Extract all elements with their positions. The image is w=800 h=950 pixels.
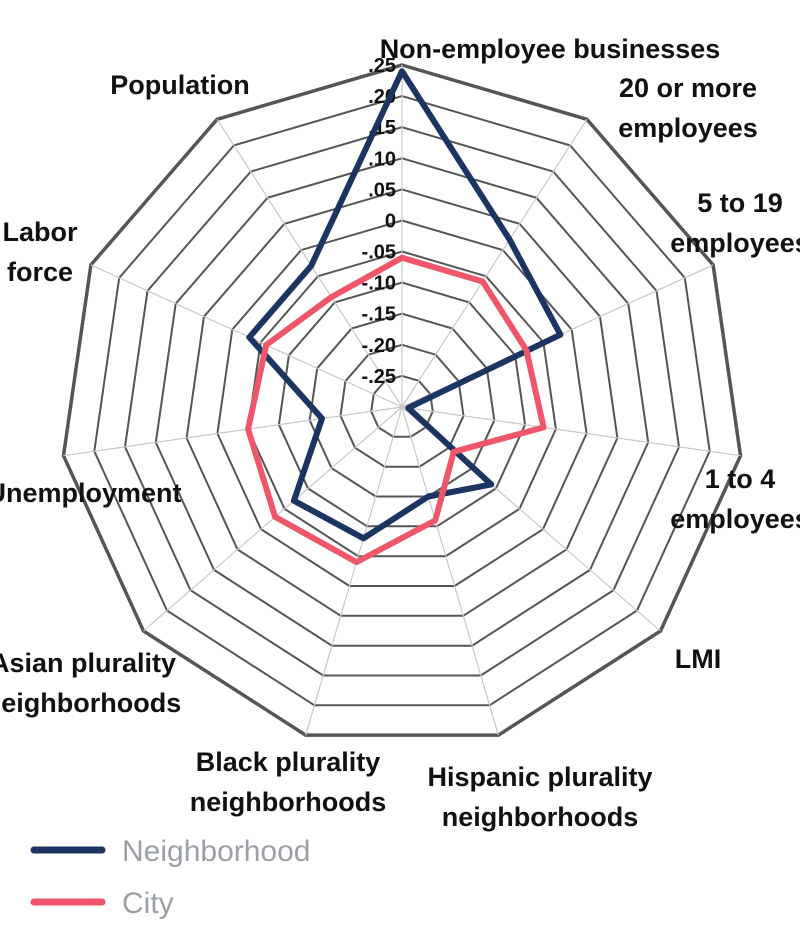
axis-label-asian-plurality-neighborhoods: Asian plurality neighborhoods — [0, 648, 181, 718]
axis-label-line: force — [7, 257, 73, 287]
grid-ring — [216, 219, 588, 587]
tick-label: 0 — [385, 210, 396, 232]
radar-tick-labels: -.25-.20-.15-.10-.050.05.10.15.20.25 — [362, 55, 396, 388]
axis-label-line: Population — [110, 70, 249, 100]
axis-label-1-to-4-employees: 1 to 4 employees — [670, 464, 800, 534]
tick-label: -.25 — [362, 366, 396, 388]
legend-label-neighborhood: Neighborhood — [122, 835, 310, 868]
radar-spokes — [63, 65, 741, 736]
axis-label-line: Black plurality — [196, 747, 381, 777]
grid-ring — [154, 157, 650, 647]
spoke-20-or-more-employees — [401, 118, 588, 408]
axis-label-labor-force: Labor force — [2, 217, 77, 287]
tick-label: .10 — [368, 148, 396, 170]
axis-label-lmi: LMI — [675, 644, 722, 674]
axis-label-line: 1 to 4 — [705, 464, 776, 494]
axis-label-line: 5 to 19 — [697, 188, 783, 218]
radar-axis-labels: Non-employee businesses 20 or more employe… — [0, 34, 800, 832]
tick-label: .25 — [368, 55, 396, 77]
tick-label: -.15 — [362, 304, 396, 326]
axis-label-line: 20 or more — [619, 73, 757, 103]
grid-ring — [339, 343, 465, 468]
grid-ring — [247, 250, 557, 558]
legend-label-city: City — [122, 887, 174, 920]
radar-grid — [61, 63, 743, 737]
axis-label-line: Non-employee businesses — [380, 34, 721, 64]
tick-label: .05 — [368, 179, 396, 201]
series-neighborhood-line — [246, 68, 564, 542]
axis-label-unemployment: Unemployment — [0, 478, 182, 508]
radar-series — [245, 68, 564, 566]
tick-label: -.20 — [362, 335, 396, 357]
legend: Neighborhood City — [30, 835, 310, 920]
tick-label: -.05 — [362, 242, 396, 264]
axis-label-line: employees — [618, 113, 758, 143]
axis-label-line: LMI — [675, 644, 722, 674]
spoke-labor-force — [90, 264, 403, 408]
axis-label-line: Asian plurality — [0, 648, 176, 678]
grid-ring — [61, 63, 743, 737]
spoke-1-to-4-employees — [401, 406, 741, 457]
axis-label-hispanic-plurality-neighborhoods: Hispanic plurality neighborhoods — [427, 762, 652, 832]
spoke-hispanic-plurality-neighborhoods — [401, 406, 499, 736]
grid-ring — [93, 95, 711, 707]
axis-label-line: employees — [670, 504, 800, 534]
axis-label-line: neighborhoods — [190, 787, 386, 817]
spoke-asian-plurality-neighborhoods — [143, 406, 403, 632]
axis-label-line: employees — [670, 228, 800, 258]
grid-ring — [185, 188, 619, 617]
axis-label-population: Population — [110, 70, 249, 100]
grid-ring — [277, 281, 527, 528]
axis-label-non-employee-businesses: Non-employee businesses — [380, 34, 721, 64]
axis-label-line: Unemployment — [0, 478, 182, 508]
grid-ring — [308, 312, 496, 498]
axis-label-5-to-19-employees: 5 to 19 employees — [670, 188, 800, 258]
grid-ring — [370, 374, 434, 438]
axis-label-line: neighborhoods — [0, 688, 181, 718]
series-city-line — [245, 254, 547, 566]
axis-label-20-or-more-employees: 20 or more employees — [618, 73, 758, 143]
axis-label-black-plurality-neighborhoods: Black plurality neighborhoods — [190, 747, 386, 817]
axis-label-line: neighborhoods — [442, 802, 638, 832]
spoke-black-plurality-neighborhoods — [305, 406, 403, 736]
axis-label-line: Labor — [2, 217, 77, 247]
spoke-unemployment — [63, 406, 403, 457]
axis-label-line: Hispanic plurality — [427, 762, 652, 792]
grid-ring — [123, 126, 681, 677]
